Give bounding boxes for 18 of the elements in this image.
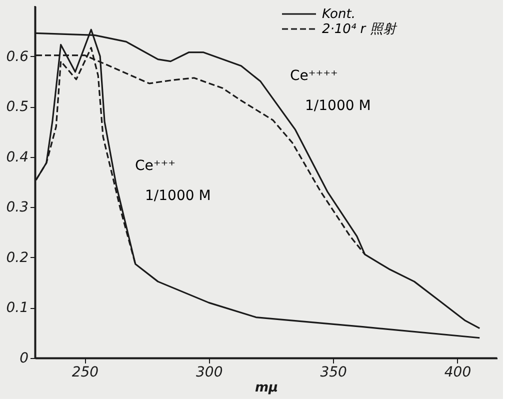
legend-label: Kont. [322, 7, 356, 22]
annotation: 1/1000 M [305, 98, 371, 114]
annotation: Ce⁺⁺⁺ [135, 158, 176, 174]
y-tick-label: 0.5 [6, 99, 29, 116]
y-tick-label: 0.2 [6, 250, 29, 266]
y-tick-label: 0.6 [6, 48, 29, 65]
x-tick-label: 350 [320, 364, 348, 380]
annotation: Ce⁺⁺⁺⁺ [290, 68, 338, 84]
y-tick-label: 0.1 [6, 300, 28, 316]
legend-label: 2·10⁴ r 照射 [322, 22, 398, 37]
x-tick-label: 400 [444, 364, 472, 380]
y-tick-label: 0 [20, 350, 29, 366]
x-tick-label: 300 [196, 364, 223, 380]
x-axis-title: mμ [254, 380, 278, 396]
y-tick-label: 0.4 [6, 149, 28, 166]
annotation: 1/1000 M [145, 188, 211, 204]
y-tick-label: 0.3 [6, 200, 28, 216]
x-tick-label: 250 [72, 364, 99, 380]
